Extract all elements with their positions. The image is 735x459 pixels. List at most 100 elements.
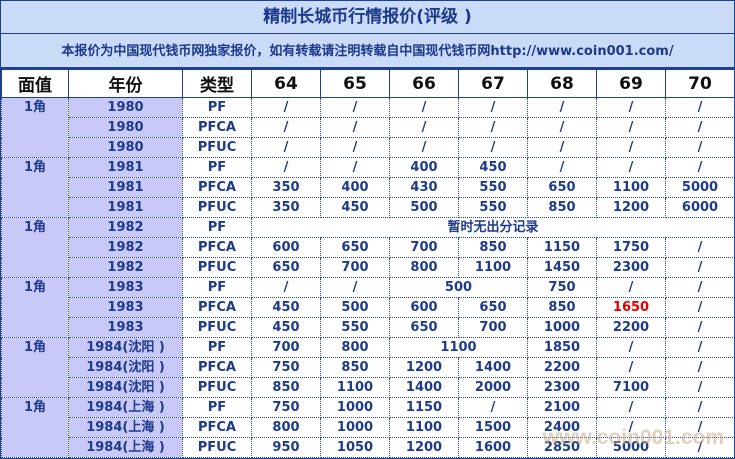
year-cell: 1980 <box>68 137 183 158</box>
price-cell: 2000 <box>458 377 528 398</box>
price-cell: 1150 <box>527 237 597 258</box>
table-row: 1980 PFCA / / / / / / / <box>2 117 735 138</box>
price-cell: / <box>665 137 735 158</box>
price-cell: 1000 <box>320 417 390 438</box>
price-cell: / <box>389 97 459 118</box>
price-cell: / <box>320 277 390 298</box>
type-cell: PFCA <box>182 357 252 378</box>
price-cell: 暂时无出分记录 <box>251 217 735 238</box>
price-cell: 450 <box>251 297 321 318</box>
price-cell: 700 <box>320 257 390 278</box>
price-cell: / <box>665 357 735 378</box>
price-cell: 750 <box>251 357 321 378</box>
table-body: 1角 1980 PF / / / / / //1980 PFCA / / / / / //1980 PFUC / /… <box>1 97 735 458</box>
price-cell: / <box>665 237 735 258</box>
price-cell: / <box>320 137 390 158</box>
year-cell: 1984(沈阳 ) <box>68 337 183 358</box>
price-cell: 1850 <box>527 337 597 358</box>
price-cell: / <box>665 417 735 438</box>
price-cell: / <box>665 317 735 338</box>
price-cell: 850 <box>251 377 321 398</box>
type-cell: PF <box>182 157 252 178</box>
table-row: 1982 PFUC 650 700 800 1100 1450 2300/ <box>2 257 735 278</box>
price-cell: 400 <box>389 157 459 178</box>
price-cell: 430 <box>389 177 459 198</box>
price-cell: 350 <box>251 177 321 198</box>
price-cell: / <box>527 157 597 178</box>
table-row: 1981 PFUC 350 450 500 550 850 1200 6000 <box>2 197 735 218</box>
price-cell: 1400 <box>458 357 528 378</box>
table-row: 1角 1982 PF 暂时无出分记录 <box>1 217 735 278</box>
face-value-cell: 1角 <box>1 217 69 278</box>
column-header: 类型 <box>182 69 252 98</box>
price-cell: 2850 <box>527 437 597 458</box>
price-cell: / <box>596 357 666 378</box>
table-row: 1984(沈阳 ) PFUC 850 1100 1400 2000 2300 7100/ <box>2 377 735 398</box>
price-cell: 600 <box>389 297 459 318</box>
price-cell: 650 <box>458 297 528 318</box>
year-cell: 1982 <box>68 237 183 258</box>
price-cell: / <box>665 97 735 118</box>
price-cell: / <box>665 257 735 278</box>
price-cell: 550 <box>458 177 528 198</box>
price-cell: 2100 <box>527 397 597 418</box>
face-value-cell: 1角 <box>1 337 69 398</box>
price-cell: 500 <box>389 277 528 298</box>
price-cell: 1200 <box>389 437 459 458</box>
price-cell: 650 <box>251 257 321 278</box>
price-cell: 1000 <box>527 317 597 338</box>
price-cell: / <box>665 337 735 358</box>
price-cell: 1000 <box>320 397 390 418</box>
year-cell: 1982 <box>68 257 183 278</box>
price-cell: / <box>458 97 528 118</box>
price-cell: 550 <box>320 317 390 338</box>
price-cell: 850 <box>458 237 528 258</box>
face-value-cell: 1角 <box>1 97 69 158</box>
type-cell: PFCA <box>182 117 252 138</box>
price-cell: 500 <box>389 197 459 218</box>
type-cell: PF <box>182 277 252 298</box>
price-cell: 600 <box>251 237 321 258</box>
column-header: 64 <box>251 69 321 98</box>
price-cell: 2200 <box>596 317 666 338</box>
price-cell: / <box>596 117 666 138</box>
table-header-row: 面值 年份 类型 64 65 66 67 68 69 70 <box>1 69 735 98</box>
price-cell: / <box>596 337 666 358</box>
price-cell: / <box>251 277 321 298</box>
type-cell: PF <box>182 337 252 358</box>
table-row: 1981 PFCA 350 400 430 550 650 1100 5000 <box>2 177 735 198</box>
price-cell: 5000 <box>596 437 666 458</box>
price-cell: 1150 <box>389 397 459 418</box>
table-row: 1角 1983 PF //500 750// <box>1 277 735 338</box>
price-cell: / <box>389 117 459 138</box>
table-row: 1980 PFUC / / / / / / / <box>2 137 735 158</box>
price-cell: / <box>596 417 666 438</box>
type-cell: PFUC <box>182 137 252 158</box>
price-cell: / <box>527 117 597 138</box>
price-cell: 450 <box>458 157 528 178</box>
price-cell: 800 <box>389 257 459 278</box>
price-cell: / <box>665 297 735 318</box>
price-cell: / <box>596 137 666 158</box>
face-value-cell: 1角 <box>1 157 69 218</box>
price-cell: / <box>596 157 666 178</box>
year-cell: 1981 <box>68 177 183 198</box>
column-header: 68 <box>527 69 597 98</box>
price-cell: 850 <box>320 357 390 378</box>
type-cell: PF <box>182 217 252 238</box>
price-table: 面值 年份 类型 64 65 66 67 68 69 70 1角 1980 PF / / / / / //1980… <box>1 69 735 458</box>
type-cell: PFCA <box>182 297 252 318</box>
price-cell: 650 <box>389 317 459 338</box>
price-cell: / <box>596 277 666 298</box>
type-cell: PF <box>182 397 252 418</box>
price-cell: / <box>665 377 735 398</box>
type-cell: PFUC <box>182 377 252 398</box>
price-cell: 750 <box>527 277 597 298</box>
price-cell: / <box>665 437 735 458</box>
price-cell: 1050 <box>320 437 390 458</box>
price-cell: 1750 <box>596 237 666 258</box>
price-cell: / <box>320 117 390 138</box>
price-cell: / <box>389 137 459 158</box>
price-cell-highlight: 1650 <box>596 297 666 318</box>
year-cell: 1984(上海 ) <box>68 437 183 458</box>
